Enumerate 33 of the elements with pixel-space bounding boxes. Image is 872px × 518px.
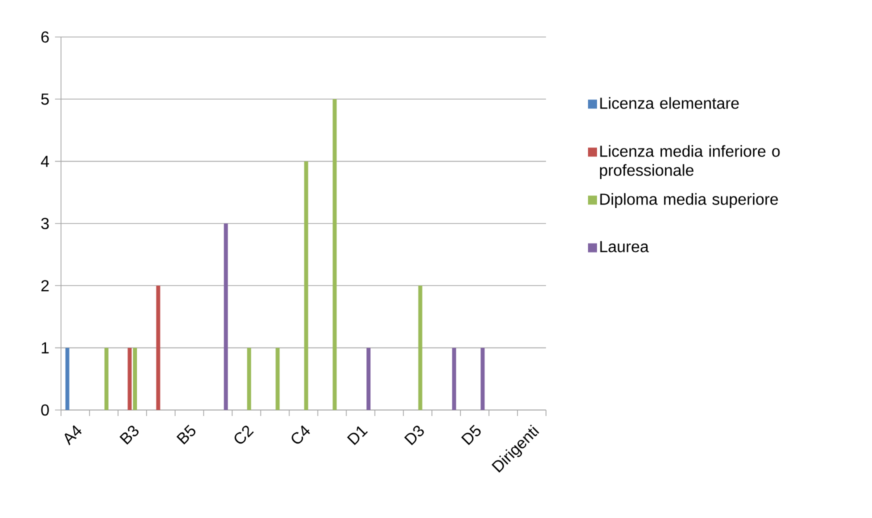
- bar: [276, 348, 280, 410]
- x-tick-label: D5: [461, 424, 481, 446]
- x-tick-label: C4: [292, 425, 310, 444]
- y-tick-label: 3: [41, 218, 49, 230]
- legend-label: Diploma media superiore: [600, 193, 778, 208]
- bar: [332, 99, 337, 410]
- bar: [480, 348, 485, 410]
- legend-label: Licenza media inferiore o professionale: [600, 145, 780, 180]
- x-tick-label: A4: [64, 425, 82, 446]
- x-tick-label: B3: [120, 426, 139, 445]
- y-tick-label: 5: [41, 94, 49, 105]
- bar: [132, 348, 137, 410]
- y-tick-label: 2: [41, 280, 49, 292]
- bar: [418, 286, 422, 410]
- y-tick-label: 6: [41, 31, 49, 43]
- bar: [65, 348, 70, 410]
- bar: [304, 161, 308, 410]
- y-tick-label: 4: [40, 156, 49, 167]
- bar: [247, 348, 252, 410]
- x-tick-label: B5: [176, 424, 196, 445]
- x-tick-label: D3: [404, 426, 424, 446]
- bar: [452, 348, 456, 410]
- legend-label: Licenza elementare: [600, 97, 739, 109]
- bar: [104, 348, 108, 410]
- bar: [128, 348, 132, 410]
- y-tick-label: 1: [42, 342, 49, 354]
- legend-label: Laurea: [600, 241, 649, 252]
- bar: [156, 286, 160, 410]
- x-tick-label: C2: [234, 426, 254, 444]
- y-tick-label: 0: [41, 404, 49, 416]
- x-tick-label: D1: [347, 426, 368, 446]
- bar: [366, 348, 371, 410]
- bar: [224, 223, 228, 410]
